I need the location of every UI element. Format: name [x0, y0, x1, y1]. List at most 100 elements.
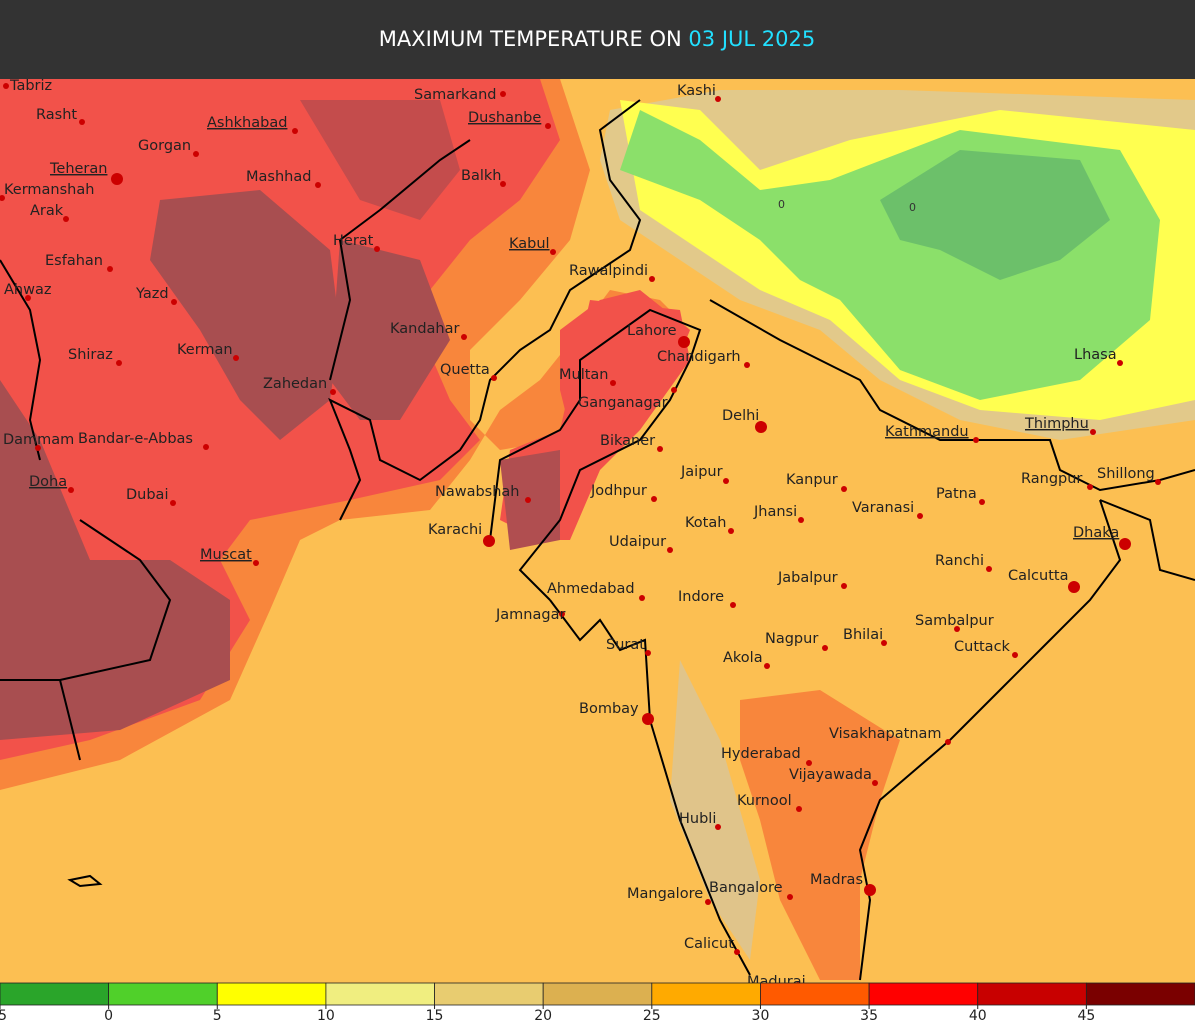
city-dot — [0, 195, 5, 201]
city-dot — [671, 387, 677, 393]
city-label: Vijayawada — [789, 767, 872, 783]
city-dot — [315, 182, 321, 188]
city-dot — [841, 583, 847, 589]
city-label: Teheran — [49, 161, 107, 177]
city-dot — [734, 949, 740, 955]
city-dot — [645, 650, 651, 656]
city-dot — [35, 445, 41, 451]
city-dot — [292, 128, 298, 134]
colorbar-tick-label: 10 — [317, 1008, 335, 1024]
city-label: Shillong — [1097, 466, 1155, 482]
city-label: Akola — [723, 650, 763, 666]
city-label: Arak — [30, 203, 64, 219]
city-dot — [973, 437, 979, 443]
city-label: Jamnagar — [495, 607, 565, 623]
city-label: Visakhapatnam — [829, 726, 942, 742]
city-label: Mangalore — [627, 886, 703, 902]
city-dot — [705, 899, 711, 905]
city-label: Varanasi — [852, 500, 914, 516]
city-label: Bhilai — [843, 627, 883, 643]
city-dot — [374, 246, 380, 252]
city-dot — [715, 824, 721, 830]
city-label: Nagpur — [765, 631, 818, 647]
city-label: Kabul — [509, 236, 550, 252]
city-label: Rasht — [36, 107, 77, 123]
city-label: Hyderabad — [721, 746, 801, 762]
city-dot — [491, 375, 497, 381]
city-dot — [500, 181, 506, 187]
colorbar-bin — [868, 982, 979, 1006]
city-label: Mashhad — [246, 169, 311, 185]
city-dot — [667, 547, 673, 553]
title-text: MAXIMUM TEMPERATURE ON — [379, 27, 682, 51]
city-label: Kermanshah — [4, 182, 94, 198]
city-dot — [25, 295, 31, 301]
city-dot — [787, 894, 793, 900]
colorbar-tick-label: -5 — [0, 1008, 7, 1024]
city-label: Rawalpindi — [569, 263, 648, 279]
city-label: Zahedan — [263, 376, 327, 392]
city-label: Ahmedabad — [547, 581, 635, 597]
city-dot — [170, 500, 176, 506]
city-label: Indore — [678, 589, 724, 605]
city-dot — [1117, 360, 1123, 366]
colorbar-tick-label: 0 — [104, 1008, 113, 1024]
colorbar-tick-label: 20 — [534, 1008, 552, 1024]
city-dot — [744, 362, 750, 368]
city-dot — [954, 626, 960, 632]
city-layer: Tabriz Rasht Gorgan Ashkhabad Samarkand Dusha… — [0, 78, 1161, 990]
city-label: Ashkhabad — [207, 115, 287, 131]
city-dot — [986, 566, 992, 572]
city-dot — [715, 96, 721, 102]
city-dot — [1155, 479, 1161, 485]
colorbar-tick-label: 30 — [752, 1008, 770, 1024]
city-label: Nawabshah — [435, 484, 520, 500]
city-dot — [79, 119, 85, 125]
city-label: Shiraz — [68, 347, 113, 363]
colorbar-tick-label: 5 — [213, 1008, 222, 1024]
city-label: Bikaner — [600, 433, 655, 449]
city-dot — [755, 421, 767, 433]
colorbar-bin — [760, 982, 870, 1006]
city-label: Thimphu — [1024, 416, 1089, 432]
city-dot — [642, 713, 654, 725]
city-dot — [68, 487, 74, 493]
colorbar-tick-label: 25 — [643, 1008, 661, 1024]
city-label: Quetta — [440, 362, 490, 378]
city-dot — [500, 91, 506, 97]
colorbar-tick-label: 15 — [426, 1008, 444, 1024]
city-label: Sambalpur — [915, 613, 994, 629]
colorbar-tick-label: 35 — [860, 1008, 878, 1024]
city-label: Lhasa — [1074, 347, 1117, 363]
colorbar-bin — [325, 982, 435, 1006]
city-label: Ganganagar — [578, 395, 668, 411]
city-dot — [525, 497, 531, 503]
city-label: Doha — [29, 474, 67, 490]
city-dot — [979, 499, 985, 505]
city-label: Chandigarh — [657, 349, 741, 365]
city-dot — [841, 486, 847, 492]
city-dot — [798, 517, 804, 523]
colorbar-bin — [108, 982, 218, 1006]
city-label: Yazd — [135, 286, 169, 302]
city-dot — [3, 83, 9, 89]
city-dot — [107, 266, 113, 272]
colorbar-bin — [542, 982, 653, 1006]
city-dot — [639, 595, 645, 601]
city-label: Tabriz — [9, 78, 52, 94]
city-label: Bandar-e-Abbas — [78, 431, 193, 447]
city-label: Jhansi — [753, 504, 797, 520]
city-dot — [1087, 484, 1093, 490]
colorbar-bin — [1085, 982, 1195, 1006]
city-label: Jabalpur — [777, 570, 838, 586]
city-label: Ranchi — [935, 553, 984, 569]
city-label: Kathmandu — [885, 424, 969, 440]
contour-label: 0 — [778, 198, 785, 211]
city-dot — [483, 535, 495, 547]
city-dot — [253, 560, 259, 566]
city-label: Cuttack — [954, 639, 1011, 655]
city-label: Rangpur — [1021, 471, 1082, 487]
city-dot — [822, 645, 828, 651]
city-dot — [649, 276, 655, 282]
city-label: Lahore — [627, 323, 677, 339]
